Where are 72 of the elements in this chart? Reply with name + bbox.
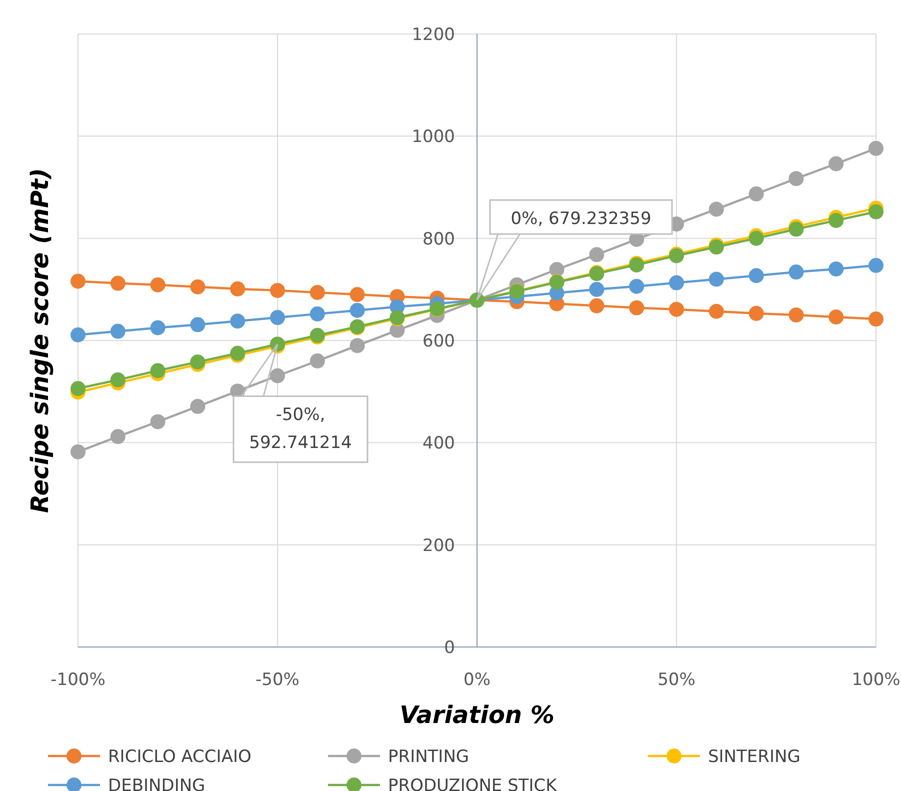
point [110, 276, 126, 291]
point [350, 338, 365, 354]
point [70, 274, 86, 289]
point [230, 314, 246, 329]
x-tick-label: -100% [50, 670, 106, 690]
point [788, 307, 804, 322]
point [788, 264, 804, 280]
point [70, 444, 86, 460]
point [748, 268, 764, 284]
point [828, 310, 844, 324]
legend-label: PRINTING [388, 746, 470, 767]
point [310, 353, 325, 368]
x-tick-label: 50% [658, 670, 696, 690]
y-axis-title: Recipe single score (mPt) [26, 168, 54, 513]
y-tick-label: 600 [422, 331, 455, 352]
point [230, 281, 246, 296]
point [190, 317, 206, 332]
x-tick-label: -50% [256, 670, 300, 690]
legend-label: SINTERING [708, 746, 800, 767]
point [110, 429, 126, 444]
point [110, 324, 126, 339]
point [828, 156, 844, 172]
point [629, 278, 644, 294]
point [589, 298, 604, 314]
point [868, 140, 884, 156]
y-tick-label: 400 [422, 434, 455, 454]
point [669, 302, 684, 317]
point [350, 302, 365, 318]
point [270, 282, 285, 298]
point [70, 381, 86, 396]
point [788, 171, 804, 186]
point [589, 247, 604, 262]
legend-label: DEBINDING [108, 776, 206, 791]
point [270, 368, 285, 384]
point [868, 204, 884, 220]
point [270, 310, 285, 326]
point [350, 287, 365, 302]
point [868, 312, 884, 327]
point [70, 327, 86, 342]
point [748, 306, 764, 321]
point [748, 186, 764, 202]
y-tick-label: 1200 [412, 24, 455, 45]
point [589, 282, 604, 297]
point [150, 414, 166, 430]
point [708, 304, 724, 319]
x-tick-label: 100% [852, 670, 900, 690]
point [549, 262, 564, 277]
point [868, 258, 884, 273]
point [150, 320, 166, 336]
y-tick-label: 800 [422, 229, 455, 250]
annotation: 0%, 679.232359 [510, 209, 652, 230]
point [190, 279, 206, 294]
y-tick-label: 1000 [412, 127, 455, 148]
point [708, 202, 724, 217]
point [708, 272, 724, 287]
point [310, 284, 325, 300]
legend-label: PRODUZIONE STICK [388, 776, 558, 791]
x-tick-label: 0% [464, 670, 490, 690]
legend-label: RICICLO ACCIAIO [108, 746, 252, 767]
point [190, 354, 206, 370]
point [669, 275, 684, 290]
point [110, 372, 126, 388]
point [828, 212, 844, 228]
point [828, 261, 844, 276]
x-axis-title: Variation % [400, 701, 554, 729]
point [150, 363, 166, 378]
y-tick-label: 200 [422, 536, 455, 556]
point [310, 306, 325, 322]
point [150, 277, 166, 292]
point [629, 300, 644, 316]
point [190, 398, 206, 414]
annotation: -50%, 592.741214 [249, 405, 352, 454]
